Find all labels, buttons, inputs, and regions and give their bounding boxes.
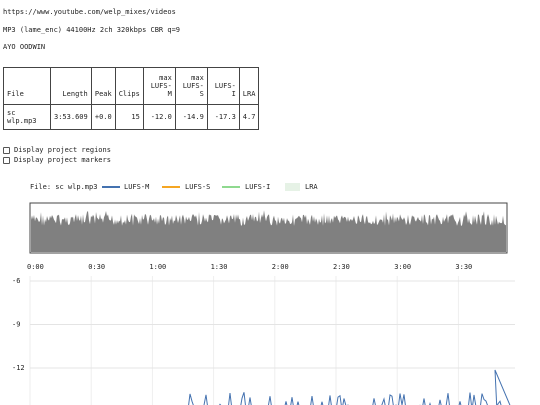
artist: AYO OODWIN <box>3 43 46 51</box>
legend-file: File: sc wlp.mp3 <box>30 183 97 191</box>
time-label: 1:00 <box>149 263 166 271</box>
column-header: max LUFS-S <box>174 67 208 105</box>
y-tick-label: -9 <box>12 321 20 329</box>
column-header: Clips <box>114 67 144 105</box>
column-header: File <box>3 67 51 105</box>
lufs-m-line <box>188 369 511 405</box>
cell: sc wlp.mp3 <box>3 104 51 130</box>
waveform <box>31 210 506 252</box>
cell: 4.7 <box>238 104 260 130</box>
legend-item: LUFS-I <box>245 183 270 191</box>
url: https://www.youtube.com/welp_mixes/video… <box>3 8 176 16</box>
cell: 3:53.609 <box>50 104 92 130</box>
format: MP3 (lame_enc) 44100Hz 2ch 320kbps CBR q… <box>3 26 181 34</box>
y-tick-label: -6 <box>12 277 20 285</box>
cell: -17.3 <box>206 104 240 130</box>
header-row: File Length Peak Clips max LUFS-M max LUFS-S L… <box>3 67 260 105</box>
time-label: 3:00 <box>394 263 411 271</box>
cell: -14.9 <box>174 104 208 130</box>
time-label: 1:30 <box>211 263 228 271</box>
legend-item: LRA <box>305 183 318 191</box>
legend-swatch <box>285 183 300 191</box>
time-label: 0:00 <box>27 263 44 271</box>
time-label: 0:30 <box>88 263 105 271</box>
time-label: 3:30 <box>455 263 472 271</box>
option[interactable]: Display project markers <box>3 156 111 164</box>
y-tick-label: -12 <box>12 364 25 372</box>
time-label: 2:30 <box>333 263 350 271</box>
option[interactable]: Display project regions <box>3 146 111 154</box>
column-header: LRA <box>238 67 260 105</box>
option-label: Display project regions <box>14 146 111 154</box>
cell: 15 <box>114 104 144 130</box>
legend-item: LUFS-M <box>124 183 149 191</box>
column-header: LUFS-I <box>206 67 240 105</box>
time-label: 2:00 <box>272 263 289 271</box>
data-row: sc wlp.mp3 3:53.609 +0.0 15 -12.0 -14.9 -17.3 4… <box>3 104 260 130</box>
legend-item: LUFS-S <box>185 183 210 191</box>
option-label: Display project markers <box>14 156 111 164</box>
stats-table: File Length Peak Clips max LUFS-M max LUFS-S L… <box>3 67 260 130</box>
cell: +0.0 <box>90 104 116 130</box>
